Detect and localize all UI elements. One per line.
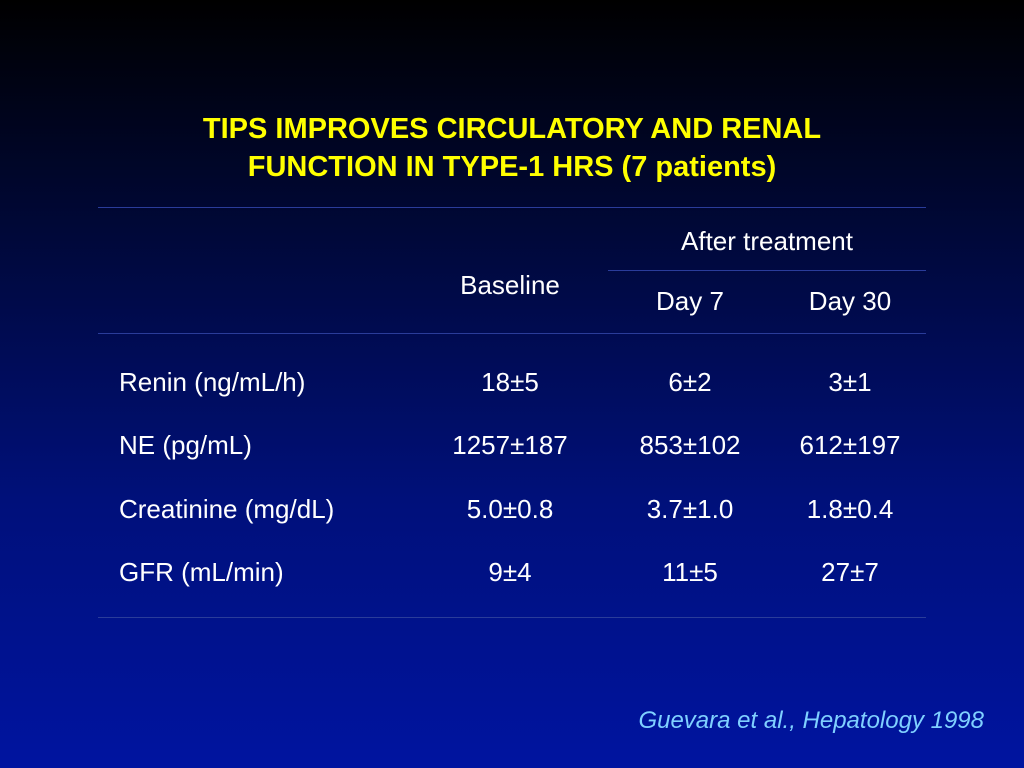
header-after-treatment: After treatment — [681, 226, 853, 256]
row-label-ne: NE (pg/mL) — [119, 430, 252, 460]
cell-gfr-baseline: 9±4 — [488, 557, 532, 587]
cell-renin-day7: 6±2 — [668, 367, 712, 397]
cell-renin-baseline: 18±5 — [481, 367, 539, 397]
table-bottom-rule — [98, 617, 926, 618]
slide-title: TIPS IMPROVES CIRCULATORY AND RENAL FUNC… — [0, 110, 1024, 186]
header-day-7: Day 7 — [656, 286, 724, 316]
title-line-2: FUNCTION IN TYPE-1 HRS (7 patients) — [247, 151, 777, 183]
cell-creatinine-baseline: 5.0±0.8 — [466, 494, 554, 524]
row-label-creatinine: Creatinine (mg/dL) — [119, 494, 335, 524]
table-top-rule — [98, 207, 926, 208]
cell-gfr-day30: 27±7 — [821, 557, 879, 587]
cell-renin-day30: 3±1 — [828, 367, 872, 397]
cell-ne-day7: 853±102 — [639, 430, 741, 460]
cell-creatinine-day7: 3.7±1.0 — [646, 494, 734, 524]
header-day-30: Day 30 — [808, 286, 892, 316]
cell-ne-baseline: 1257±187 — [452, 430, 568, 460]
title-line-1: TIPS IMPROVES CIRCULATORY AND RENAL — [202, 113, 822, 145]
cell-gfr-day7: 11±5 — [662, 557, 718, 587]
after-treatment-rule — [608, 270, 926, 271]
row-label-gfr: GFR (mL/min) — [119, 557, 284, 587]
cell-ne-day30: 612±197 — [799, 430, 901, 460]
header-baseline: Baseline — [460, 270, 560, 300]
row-label-renin: Renin (ng/mL/h) — [119, 367, 306, 397]
cell-creatinine-day30: 1.8±0.4 — [806, 494, 894, 524]
citation: Guevara et al., Hepatology 1998 — [638, 707, 984, 734]
header-bottom-rule — [98, 333, 926, 334]
